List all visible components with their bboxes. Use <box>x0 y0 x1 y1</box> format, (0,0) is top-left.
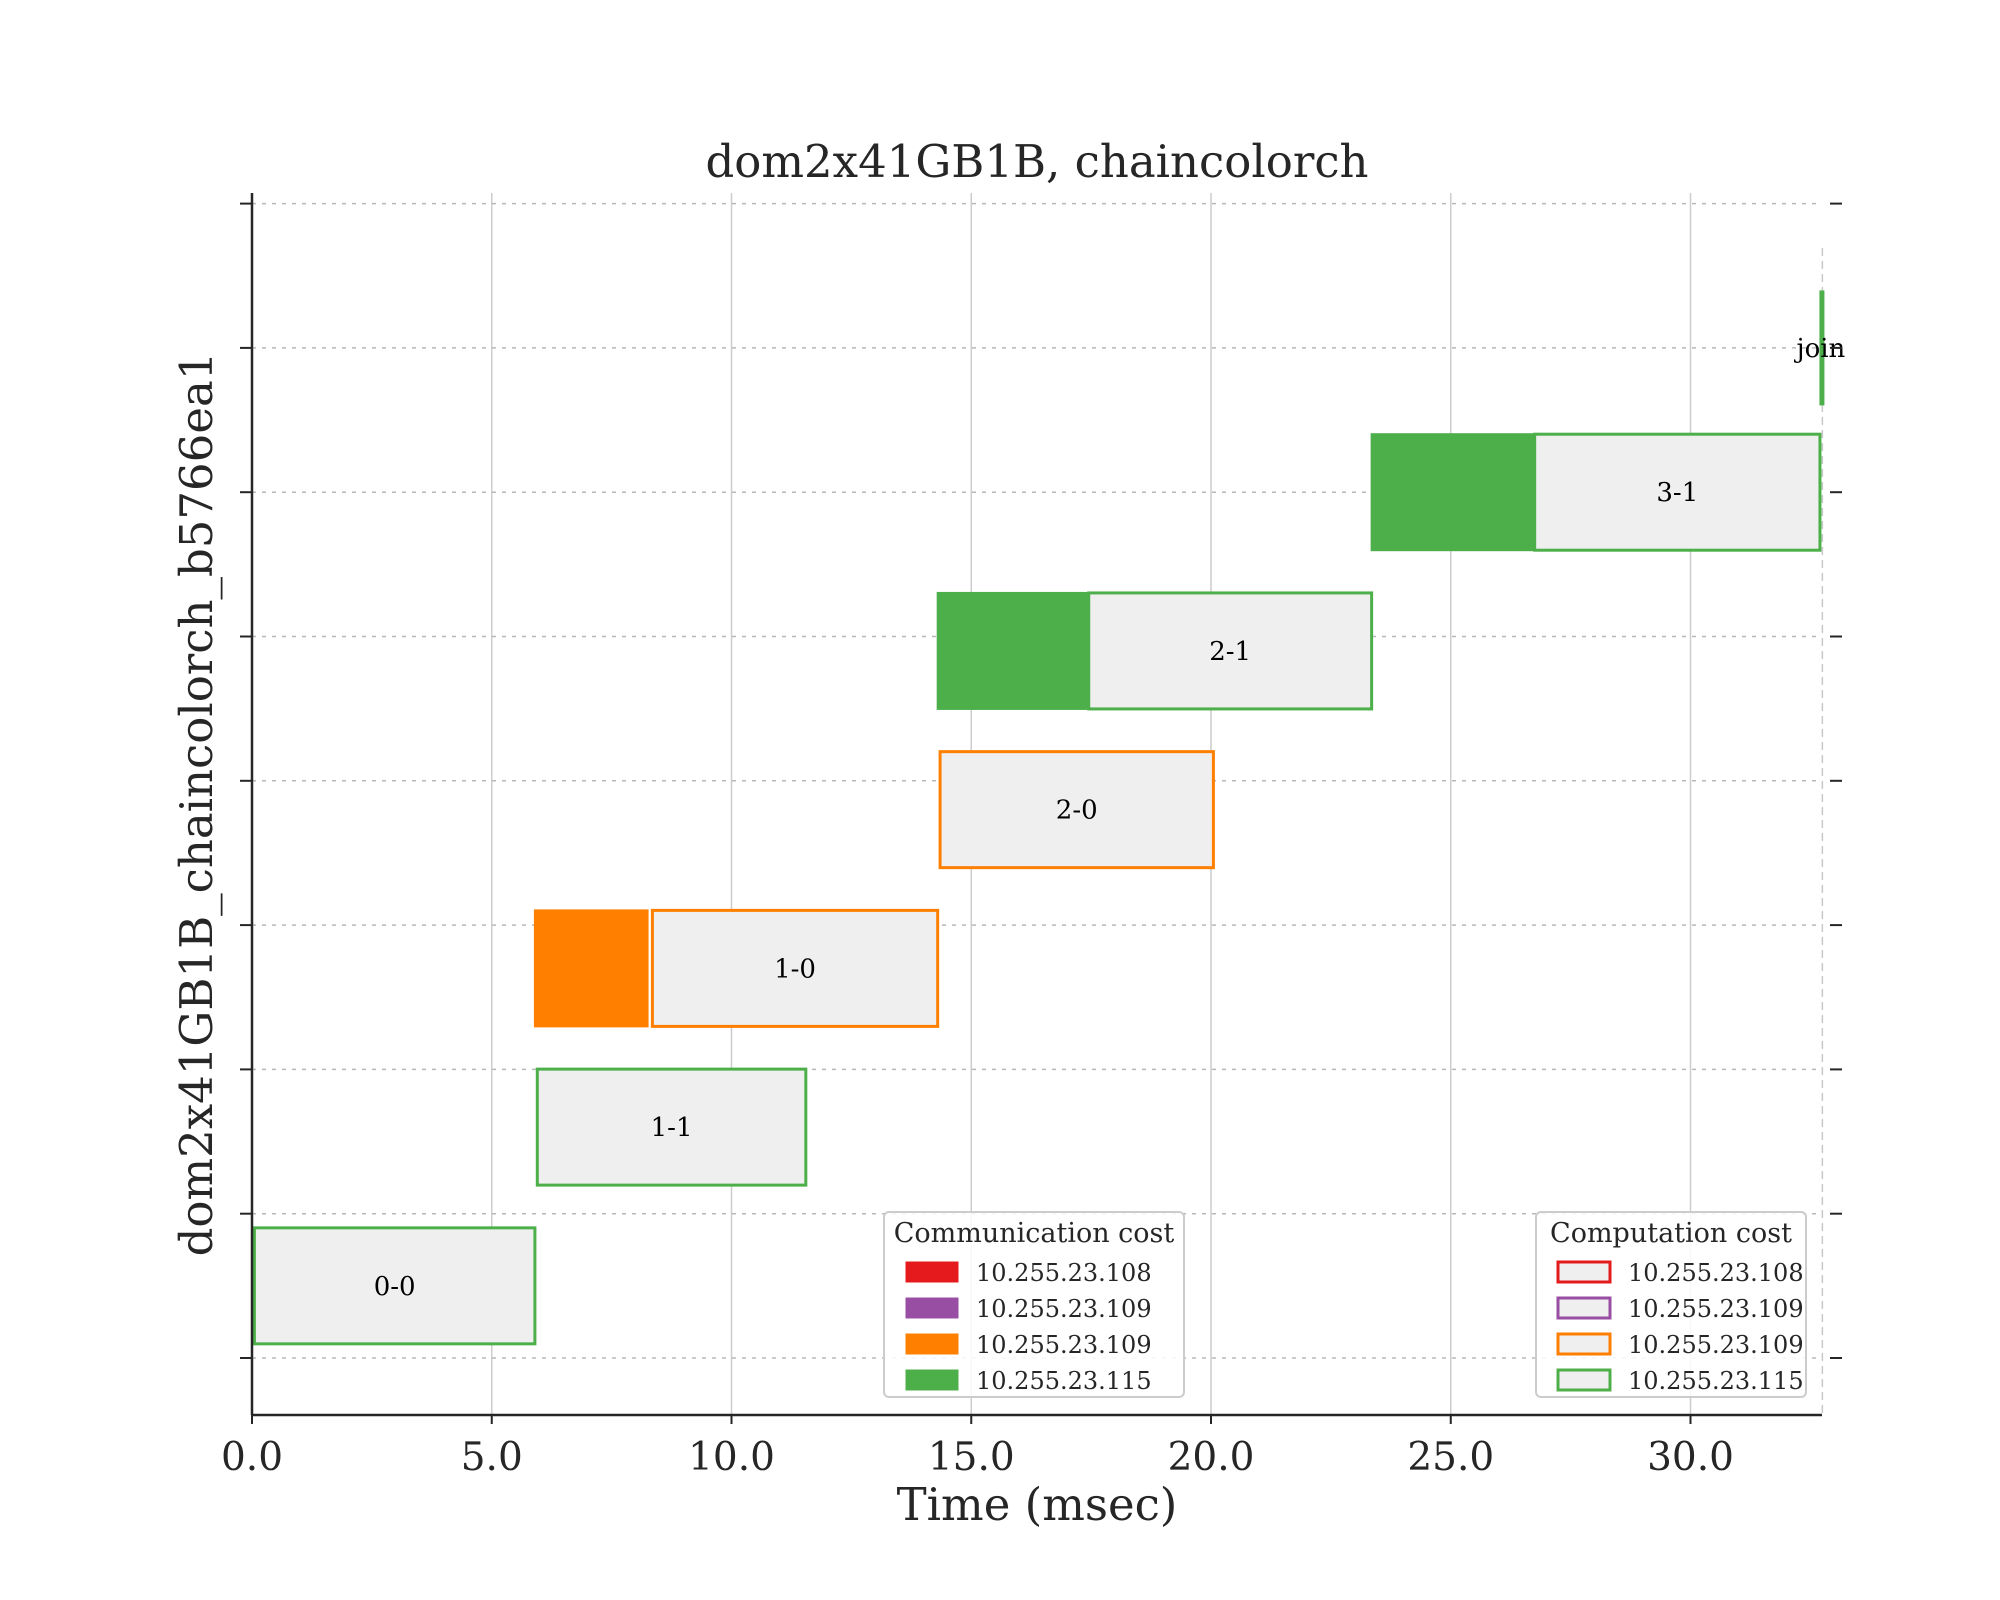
comp-bar <box>535 1067 808 1187</box>
x-tick-label: 0.0 <box>221 1435 283 1480</box>
legend-swatch <box>905 1261 959 1283</box>
comm-bar <box>533 909 649 1028</box>
bar-label: 0-0 <box>374 1272 416 1302</box>
legend-swatch <box>1556 1332 1612 1356</box>
x-axis-label: Time (msec) <box>897 1478 1178 1531</box>
legend-swatch <box>1556 1368 1612 1392</box>
legend-swatch <box>905 1297 959 1319</box>
legend-label: 10.255.23.115 <box>976 1367 1152 1395</box>
x-tick-label: 5.0 <box>461 1435 523 1480</box>
axes-layer <box>250 193 1822 1417</box>
x-tick-label: 30.0 <box>1647 1435 1734 1480</box>
comp-bar <box>938 750 1215 870</box>
x-tick-label: 10.0 <box>688 1435 775 1480</box>
legend-swatch <box>1556 1296 1612 1320</box>
legend-label: 10.255.23.109 <box>976 1331 1152 1359</box>
bar-label: 2-0 <box>1056 796 1098 826</box>
legend-computation: Computation cost 10.255.23.108 10.255.23.1… <box>1535 1211 1807 1398</box>
legend-label: 10.255.23.109 <box>976 1295 1152 1323</box>
comp-bar <box>1533 432 1822 552</box>
comp-bar <box>650 908 940 1028</box>
comp-bar <box>1819 290 1825 406</box>
legend-swatch <box>1556 1260 1612 1284</box>
comp-bar <box>1087 591 1374 711</box>
x-tick-label: 15.0 <box>928 1435 1015 1480</box>
chart-title: dom2x41GB1B, chaincolorch <box>705 135 1368 188</box>
legend-layer: Communication cost 10.255.23.108 10.255.23… <box>883 1211 1807 1398</box>
legend-label: 10.255.23.115 <box>1628 1367 1804 1395</box>
legend-communication: Communication cost 10.255.23.108 10.255.23… <box>883 1211 1185 1398</box>
x-tick-label: 25.0 <box>1407 1435 1494 1480</box>
comm-bar <box>936 591 1090 710</box>
legend-swatch <box>905 1333 959 1355</box>
comp-bar <box>252 1226 537 1346</box>
legend-label: 10.255.23.109 <box>1628 1331 1804 1359</box>
grid-layer <box>252 193 1824 1415</box>
bar-label: 1-1 <box>651 1113 693 1143</box>
ticks-layer: 0.0 5.0 10.0 15.0 20.0 25.0 30.0 <box>221 202 1842 1480</box>
legend-title: Computation cost <box>1550 1218 1792 1249</box>
x-tick-label: 20.0 <box>1168 1435 1255 1480</box>
legend-frame <box>883 1211 1185 1398</box>
bar-label: 1-0 <box>774 954 816 984</box>
legend-label: 10.255.23.109 <box>1628 1295 1804 1323</box>
y-axis-label: dom2x41GB1B_chaincolorch_b5766ea1 <box>170 352 223 1257</box>
legend-title: Communication cost <box>894 1218 1175 1249</box>
legend-swatch <box>905 1369 959 1391</box>
bar-label: 2-1 <box>1209 637 1251 667</box>
legend-label: 10.255.23.108 <box>1628 1259 1804 1287</box>
comm-bar <box>1370 433 1536 552</box>
legend-label: 10.255.23.108 <box>976 1259 1152 1287</box>
bar-label: 3-1 <box>1656 478 1698 508</box>
